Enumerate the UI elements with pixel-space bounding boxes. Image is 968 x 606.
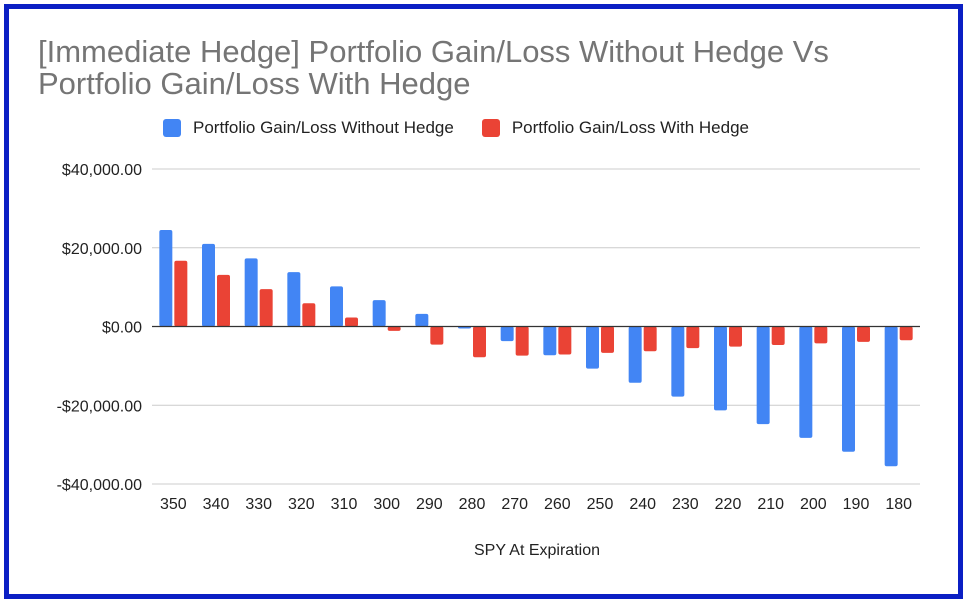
- bar-without-hedge: [244, 258, 258, 327]
- bar-with-hedge: [686, 326, 700, 349]
- bars: [159, 230, 913, 467]
- legend: Portfolio Gain/Loss Without Hedge Portfo…: [163, 118, 777, 138]
- axes: $40,000.00 $20,000.00 $0.00 -$20,000.00 -$40…: [57, 162, 920, 513]
- y-tick-label: -$40,000.00: [57, 477, 143, 494]
- y-tick-label: -$20,000.00: [57, 398, 143, 415]
- legend-swatch-without-hedge: [163, 119, 181, 137]
- x-tick-label: 250: [587, 496, 614, 513]
- x-tick-label: 200: [800, 496, 827, 513]
- bar-with-hedge: [430, 326, 444, 345]
- bar-with-hedge: [259, 289, 273, 327]
- x-tick-label: 350: [160, 496, 187, 513]
- bar-with-hedge: [814, 326, 828, 344]
- bar-with-hedge: [643, 326, 657, 352]
- bar-with-hedge: [302, 303, 316, 327]
- x-tick-label: 300: [373, 496, 400, 513]
- bar-with-hedge: [473, 326, 486, 358]
- bar-without-hedge: [202, 243, 215, 327]
- bar-without-hedge: [415, 313, 429, 327]
- bar-with-hedge: [729, 326, 742, 347]
- legend-item-without-hedge[interactable]: Portfolio Gain/Loss Without Hedge: [163, 118, 454, 138]
- bar-with-hedge: [857, 326, 870, 342]
- bar-with-hedge: [771, 326, 785, 346]
- bar-without-hedge: [628, 326, 642, 383]
- x-tick-label: 320: [288, 496, 315, 513]
- legend-swatch-with-hedge: [481, 119, 500, 137]
- bar-without-hedge: [287, 272, 301, 327]
- x-tick-label: 330: [245, 496, 272, 513]
- x-tick-label: 280: [459, 496, 486, 513]
- y-tick-label: $20,000.00: [62, 241, 142, 258]
- bar-without-hedge: [756, 326, 770, 425]
- bar-without-hedge: [330, 286, 343, 327]
- gridlines: [152, 168, 920, 485]
- bar-without-hedge: [543, 326, 557, 356]
- bar-with-hedge: [345, 317, 358, 327]
- bar-with-hedge: [558, 326, 572, 355]
- bar-without-hedge: [842, 326, 855, 452]
- x-tick-label: 260: [544, 496, 571, 513]
- bar-without-hedge: [586, 326, 599, 369]
- y-tick-label: $0.00: [102, 320, 142, 337]
- bar-with-hedge: [217, 274, 230, 327]
- bar-without-hedge: [372, 300, 386, 327]
- bar-with-hedge: [515, 326, 529, 356]
- bar-without-hedge: [671, 326, 685, 397]
- chart-title: [Immediate Hedge] Portfolio Gain/Loss Wi…: [38, 34, 829, 101]
- x-tick-label: 180: [885, 496, 912, 513]
- x-tick-label: 340: [203, 496, 230, 513]
- y-tick-label: $40,000.00: [62, 162, 142, 179]
- x-tick-label: 310: [331, 496, 358, 513]
- x-tick-label: 240: [629, 496, 656, 513]
- legend-item-with-hedge[interactable]: Portfolio Gain/Loss With Hedge: [481, 118, 749, 138]
- bar-without-hedge: [714, 326, 727, 411]
- x-tick-label: 270: [501, 496, 528, 513]
- bar-with-hedge: [899, 326, 913, 341]
- bar-without-hedge: [500, 326, 514, 342]
- bar-with-hedge: [174, 260, 188, 327]
- bar-without-hedge: [884, 326, 898, 467]
- x-tick-label: 190: [843, 496, 870, 513]
- bar-with-hedge: [601, 326, 614, 353]
- bar-with-hedge: [387, 326, 401, 331]
- bar-without-hedge: [159, 230, 173, 327]
- x-tick-label: 210: [757, 496, 784, 513]
- legend-label-with-hedge: Portfolio Gain/Loss With Hedge: [511, 118, 749, 137]
- bar-without-hedge: [799, 326, 813, 438]
- legend-label-without-hedge: Portfolio Gain/Loss Without Hedge: [193, 118, 454, 137]
- x-tick-label: 220: [715, 496, 742, 513]
- x-tick-label: 230: [672, 496, 699, 513]
- x-axis-title: SPY At Expiration: [474, 542, 600, 559]
- x-tick-label: 290: [416, 496, 443, 513]
